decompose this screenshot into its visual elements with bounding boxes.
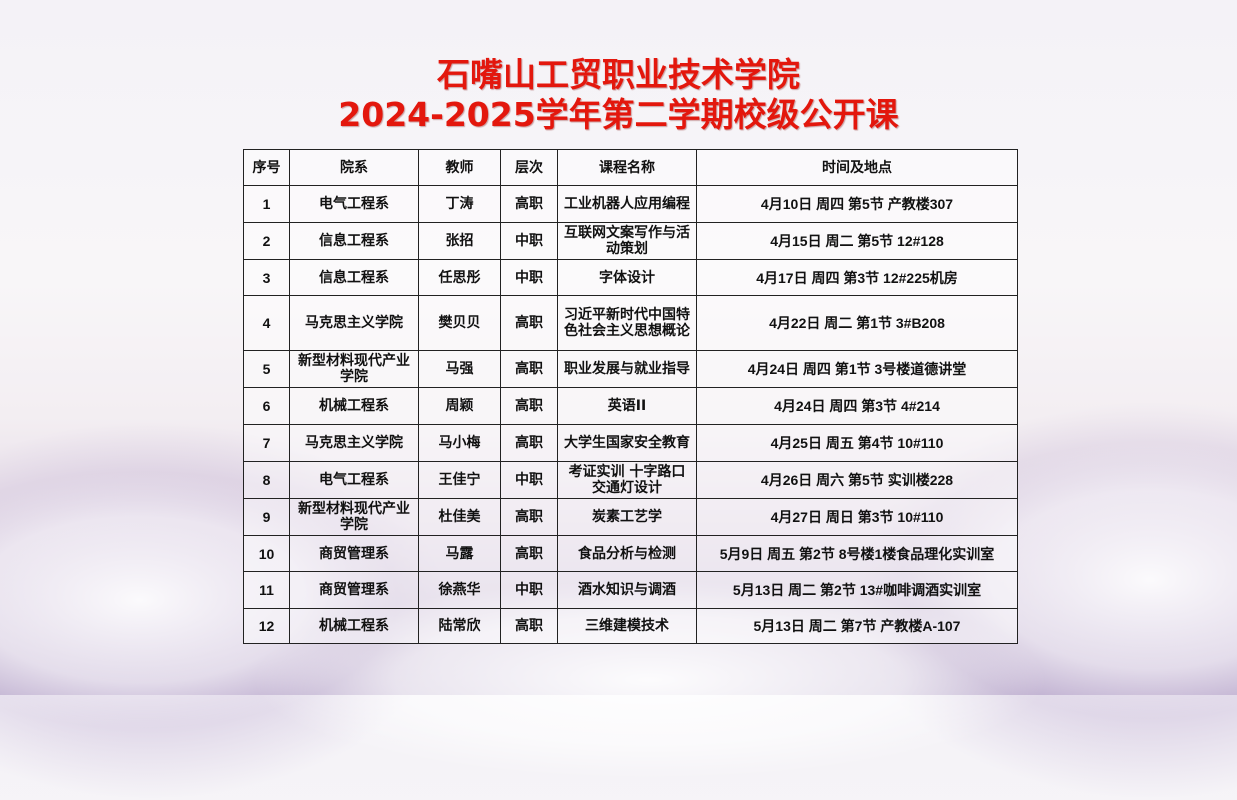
row-teacher: 王佳宁 [418, 461, 501, 499]
table-row: 1 电气工程系 丁涛 高职 工业机器人应用编程 4月10日 周四 第5节 产教楼307 [243, 185, 1018, 223]
row-index: 1 [243, 185, 290, 223]
row-department: 机械工程系 [289, 608, 419, 644]
row-index: 2 [243, 222, 290, 260]
row-course: 互联网文案写作与活动策划 [557, 222, 697, 260]
row-time-place: 4月27日 周日 第3节 10#110 [696, 498, 1018, 536]
row-level: 中职 [500, 461, 558, 499]
table-row: 4 马克思主义学院 樊贝贝 高职 习近平新时代中国特色社会主义思想概论 4月22日 周二 … [243, 295, 1018, 351]
row-time-place: 4月24日 周四 第3节 4#214 [696, 387, 1018, 425]
row-index: 7 [243, 424, 290, 462]
table-row: 7 马克思主义学院 马小梅 高职 大学生国家安全教育 4月25日 周五 第4节 10#11… [243, 424, 1018, 462]
table-row: 10 商贸管理系 马露 高职 食品分析与检测 5月9日 周五 第2节 8号楼1楼食品理化实… [243, 535, 1018, 572]
row-level: 高职 [500, 350, 558, 388]
row-index: 10 [243, 535, 290, 572]
row-department: 电气工程系 [289, 185, 419, 223]
row-course: 字体设计 [557, 259, 697, 296]
row-course: 大学生国家安全教育 [557, 424, 697, 462]
row-index: 5 [243, 350, 290, 388]
row-course: 三维建模技术 [557, 608, 697, 644]
header-teacher: 教师 [418, 149, 501, 186]
table-row: 11 商贸管理系 徐燕华 中职 酒水知识与调酒 5月13日 周二 第2节 13#咖啡调酒实… [243, 571, 1018, 609]
table-row: 6 机械工程系 周颖 高职 英语II 4月24日 周四 第3节 4#214 [243, 387, 1018, 425]
row-time-place: 4月26日 周六 第5节 实训楼228 [696, 461, 1018, 499]
row-time-place: 4月22日 周二 第1节 3#B208 [696, 295, 1018, 351]
row-level: 中职 [500, 222, 558, 260]
header-department: 院系 [289, 149, 419, 186]
header-course: 课程名称 [557, 149, 697, 186]
row-level: 高职 [500, 387, 558, 425]
row-level: 高职 [500, 498, 558, 536]
title-line-2: 2024-2025学年第二学期校级公开课 [338, 95, 899, 134]
row-teacher: 杜佳美 [418, 498, 501, 536]
row-teacher: 马小梅 [418, 424, 501, 462]
row-index: 9 [243, 498, 290, 536]
row-teacher: 马强 [418, 350, 501, 388]
row-time-place: 5月9日 周五 第2节 8号楼1楼食品理化实训室 [696, 535, 1018, 572]
row-department: 电气工程系 [289, 461, 419, 499]
row-course: 英语II [557, 387, 697, 425]
row-department: 机械工程系 [289, 387, 419, 425]
row-teacher: 徐燕华 [418, 571, 501, 609]
row-time-place: 4月24日 周四 第1节 3号楼道德讲堂 [696, 350, 1018, 388]
table-row: 8 电气工程系 王佳宁 中职 考证实训 十字路口交通灯设计 4月26日 周六 第5节 实训… [243, 461, 1018, 499]
row-course: 炭素工艺学 [557, 498, 697, 536]
open-class-table: 序号 院系 教师 层次 课程名称 时间及地点 1 电气工程系 丁涛 高职 工业机器人应用… [243, 149, 1018, 644]
row-department: 商贸管理系 [289, 571, 419, 609]
row-teacher: 马露 [418, 535, 501, 572]
row-index: 3 [243, 259, 290, 296]
row-time-place: 5月13日 周二 第7节 产教楼A-107 [696, 608, 1018, 644]
row-course: 工业机器人应用编程 [557, 185, 697, 223]
row-course: 职业发展与就业指导 [557, 350, 697, 388]
table-row: 12 机械工程系 陆常欣 高职 三维建模技术 5月13日 周二 第7节 产教楼A-107 [243, 608, 1018, 644]
row-department: 信息工程系 [289, 259, 419, 296]
row-time-place: 5月13日 周二 第2节 13#咖啡调酒实训室 [696, 571, 1018, 609]
row-course: 习近平新时代中国特色社会主义思想概论 [557, 295, 697, 351]
row-department: 信息工程系 [289, 222, 419, 260]
row-department: 马克思主义学院 [289, 424, 419, 462]
row-time-place: 4月15日 周二 第5节 12#128 [696, 222, 1018, 260]
table-row: 9 新型材料现代产业学院 杜佳美 高职 炭素工艺学 4月27日 周日 第3节 10#110 [243, 498, 1018, 536]
row-level: 高职 [500, 535, 558, 572]
row-level: 高职 [500, 608, 558, 644]
row-time-place: 4月10日 周四 第5节 产教楼307 [696, 185, 1018, 223]
row-level: 高职 [500, 424, 558, 462]
row-level: 高职 [500, 295, 558, 351]
row-course: 考证实训 十字路口交通灯设计 [557, 461, 697, 499]
row-department: 马克思主义学院 [289, 295, 419, 351]
row-level: 中职 [500, 259, 558, 296]
row-teacher: 樊贝贝 [418, 295, 501, 351]
table-row: 3 信息工程系 任思彤 中职 字体设计 4月17日 周四 第3节 12#225机房 [243, 259, 1018, 296]
title-line-1: 石嘴山工贸职业技术学院 [437, 55, 800, 94]
row-time-place: 4月17日 周四 第3节 12#225机房 [696, 259, 1018, 296]
row-index: 6 [243, 387, 290, 425]
header-level: 层次 [500, 149, 558, 186]
row-index: 4 [243, 295, 290, 351]
table-header-row: 序号 院系 教师 层次 课程名称 时间及地点 [243, 149, 1018, 186]
row-teacher: 周颖 [418, 387, 501, 425]
row-level: 中职 [500, 571, 558, 609]
row-department: 商贸管理系 [289, 535, 419, 572]
row-index: 11 [243, 571, 290, 609]
header-index: 序号 [243, 149, 290, 186]
row-teacher: 张招 [418, 222, 501, 260]
row-teacher: 丁涛 [418, 185, 501, 223]
row-level: 高职 [500, 185, 558, 223]
row-course: 酒水知识与调酒 [557, 571, 697, 609]
row-teacher: 陆常欣 [418, 608, 501, 644]
table-row: 5 新型材料现代产业学院 马强 高职 职业发展与就业指导 4月24日 周四 第1节 3号楼… [243, 350, 1018, 388]
row-index: 12 [243, 608, 290, 644]
row-time-place: 4月25日 周五 第4节 10#110 [696, 424, 1018, 462]
row-department: 新型材料现代产业学院 [289, 498, 419, 536]
row-course: 食品分析与检测 [557, 535, 697, 572]
header-time-place: 时间及地点 [696, 149, 1018, 186]
row-department: 新型材料现代产业学院 [289, 350, 419, 388]
table-row: 2 信息工程系 张招 中职 互联网文案写作与活动策划 4月15日 周二 第5节 12#12… [243, 222, 1018, 260]
row-index: 8 [243, 461, 290, 499]
row-teacher: 任思彤 [418, 259, 501, 296]
